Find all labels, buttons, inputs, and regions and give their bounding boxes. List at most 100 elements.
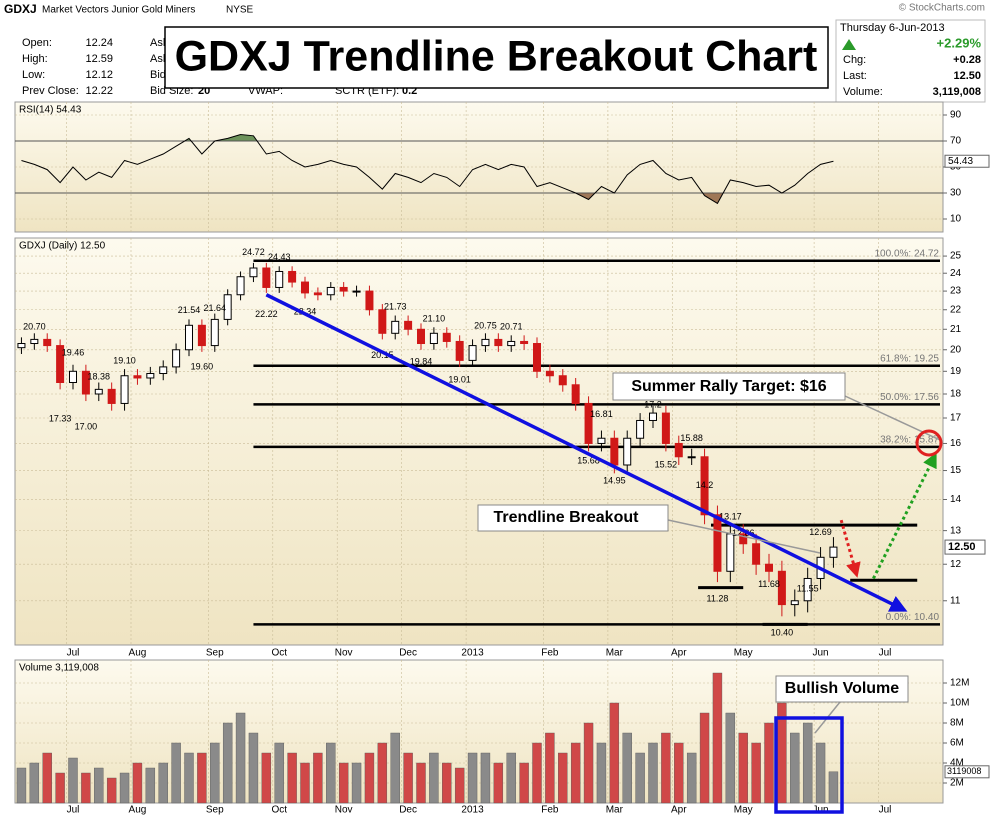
candle-body <box>301 281 309 294</box>
y-tick-label: 17 <box>950 413 962 424</box>
candle-body <box>404 320 413 330</box>
y-tick-label: 10M <box>950 698 969 709</box>
candle-body <box>262 267 271 288</box>
y-tick-label: 18 <box>950 389 962 400</box>
price-point-label: 19.10 <box>113 355 136 365</box>
price-point-label: 20.15 <box>371 350 394 360</box>
candle-body <box>210 318 219 347</box>
fib-label: 100.0%: 24.72 <box>875 248 940 259</box>
x-tick-label: Feb <box>541 805 559 816</box>
candle-body <box>249 267 258 278</box>
price-point-label: 24.43 <box>268 252 291 262</box>
quote-value: 12.12 <box>85 69 113 81</box>
candle-body <box>468 345 477 361</box>
volume-bar <box>222 722 233 804</box>
x-tick-label: Sep <box>206 648 224 659</box>
candle-body <box>236 276 245 296</box>
trendline <box>265 293 908 612</box>
last-value-label: 54.43 <box>948 156 973 167</box>
candle-body <box>56 345 65 383</box>
volume-bar <box>42 752 52 804</box>
price-point-label: 24.72 <box>242 247 265 257</box>
volume-bar <box>454 767 465 804</box>
volume-bar <box>313 752 323 804</box>
symbol: GDXJ <box>4 2 37 16</box>
quote-value: 12.24 <box>85 37 113 49</box>
volume-bar <box>261 752 272 804</box>
volume-bar <box>622 732 632 804</box>
price-point-label: 12.66 <box>732 528 755 538</box>
price-point-label: 17.2 <box>644 399 662 409</box>
y-tick-label: 22 <box>950 304 962 315</box>
volume-bar <box>145 767 156 804</box>
volume-bar <box>403 752 413 804</box>
volume-bar <box>738 732 748 804</box>
callout-text: Bullish Volume <box>785 680 899 697</box>
panel-label: RSI(14) 54.43 <box>19 105 82 116</box>
candle-body <box>120 375 129 404</box>
callout-box <box>477 504 669 532</box>
candle-body <box>442 332 451 342</box>
volume-bar <box>815 742 826 804</box>
volume-bar <box>119 772 130 804</box>
last-value-box <box>944 765 990 779</box>
volume-bar <box>506 752 516 804</box>
y-tick-label: 12 <box>950 559 962 570</box>
volume-bar <box>725 712 736 804</box>
price-point-label: 15.88 <box>680 433 703 443</box>
price-point-label: 14.95 <box>603 475 626 485</box>
price-point-label: 11.55 <box>797 584 819 594</box>
y-tick-label: 20 <box>950 344 962 355</box>
candle-body <box>803 577 812 602</box>
x-tick-label: Jul <box>67 648 80 659</box>
volume-bar <box>764 722 774 804</box>
y-tick-label: 19 <box>950 366 962 377</box>
price-point-label: 21.73 <box>384 301 407 311</box>
candle-body <box>700 456 709 516</box>
candle-body <box>829 546 838 558</box>
candle-body <box>713 514 722 572</box>
y-tick-label: 30 <box>950 188 962 199</box>
candle-body <box>107 388 116 404</box>
y-tick-label: 23 <box>950 286 962 297</box>
price-point-label: 20.75 <box>474 321 497 331</box>
x-tick-label: Apr <box>671 805 687 816</box>
candle-body <box>313 292 322 296</box>
chart-layer: 1030507090RSI(14) 54.4354.43111213141516… <box>15 102 990 816</box>
candle-body <box>507 340 516 347</box>
volume-bar <box>661 732 671 804</box>
candle-body <box>352 290 361 293</box>
volume-bar <box>712 672 723 804</box>
price-point-label: 18.38 <box>88 372 111 382</box>
x-tick-label: Sep <box>206 805 224 816</box>
y-tick-label: 10 <box>950 214 962 225</box>
callout-text: Summer Rally Target: $16 <box>631 378 826 395</box>
volume-bar <box>81 772 91 804</box>
price-point-label: 14.2 <box>696 480 714 490</box>
candle-body <box>790 600 799 606</box>
volume-bar <box>16 767 27 804</box>
price-point-label: 19.46 <box>62 348 85 358</box>
candle-body <box>81 370 90 395</box>
quote-value: 12.59 <box>85 53 113 65</box>
price-point-label: 19.01 <box>448 374 471 384</box>
x-tick-label: Feb <box>541 648 559 659</box>
x-tick-label: May <box>734 648 753 659</box>
candle-body <box>455 340 464 361</box>
candle-body <box>533 343 541 372</box>
quote-label: Ask <box>150 53 169 65</box>
x-tick-label: Jul <box>67 805 80 816</box>
candle-body <box>739 533 748 545</box>
rsi-oversold-fill <box>576 193 723 204</box>
projection-arrow <box>872 452 937 580</box>
x-tick-label: Jun <box>812 805 828 816</box>
candle-body <box>391 320 400 334</box>
x-tick-label: 2013 <box>461 648 484 659</box>
y-tick-label: 8M <box>950 718 964 729</box>
candle-body <box>597 437 606 444</box>
candle-body <box>765 563 773 572</box>
x-tick-label: Dec <box>399 648 417 659</box>
price-point-label: 15.68 <box>577 455 600 465</box>
quote-label: Ask <box>150 37 169 49</box>
quote-label: Bid: <box>150 69 169 81</box>
